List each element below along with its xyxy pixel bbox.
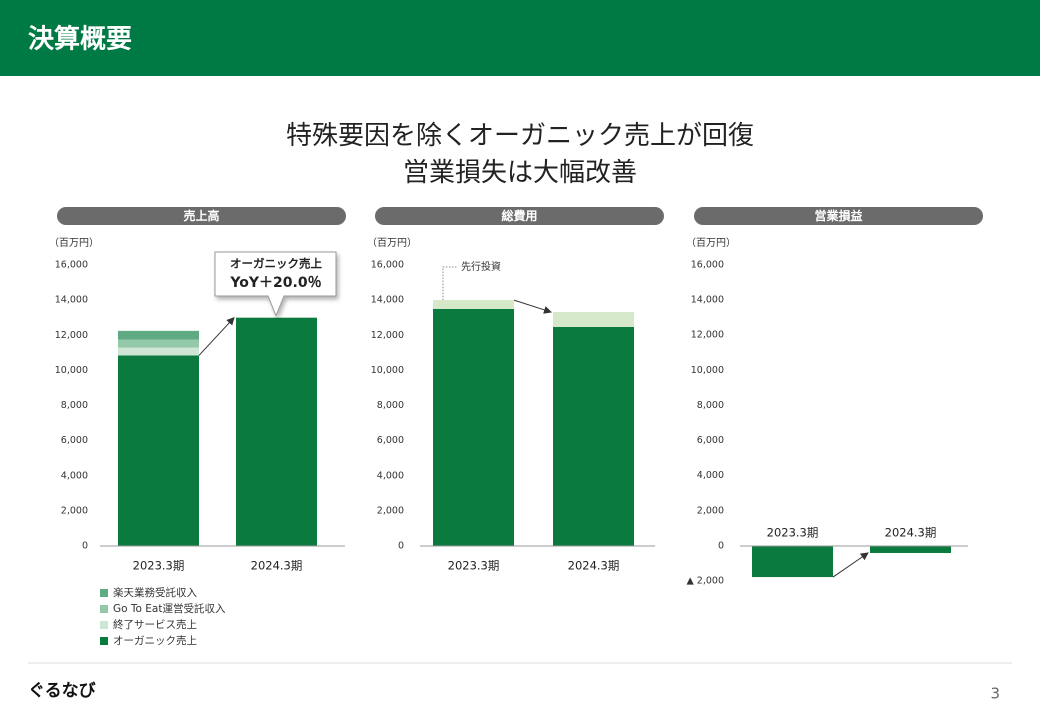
y-tick-label: 4,000 xyxy=(61,470,88,481)
y-tick-label: 8,000 xyxy=(61,400,88,411)
y-tick-label: 16,000 xyxy=(55,260,88,271)
bar-segment xyxy=(870,545,951,554)
x-tick-label: 2024.3期 xyxy=(885,525,937,539)
panel-title: 売上高 xyxy=(183,208,219,223)
y-tick-label: 2,000 xyxy=(697,505,724,516)
panel-title: 営業損益 xyxy=(814,208,862,223)
headline: 特殊要因を除くオーガニック売上が回復 xyxy=(286,121,754,151)
trend-arrow xyxy=(513,299,552,314)
header-title: 決算概要 xyxy=(28,24,132,55)
logo: ぐるなび xyxy=(28,681,96,701)
y-tick-label: ▲ 2,000 xyxy=(686,576,724,587)
y-tick-label: 8,000 xyxy=(697,400,724,411)
y-tick-label: 12,000 xyxy=(691,330,724,341)
page-number: 3 xyxy=(990,685,1000,703)
legend-label: Go To Eat運営受託収入 xyxy=(113,602,226,615)
bar-segment xyxy=(118,347,199,356)
x-tick-label: 2024.3期 xyxy=(568,559,620,573)
panel-pill xyxy=(694,207,983,225)
y-tick-label: 14,000 xyxy=(691,295,724,306)
y-tick-label: 12,000 xyxy=(55,330,88,341)
legend-swatch xyxy=(100,637,108,645)
x-tick-label: 2023.3期 xyxy=(133,559,185,573)
bar-segment xyxy=(752,545,833,578)
x-tick-label: 2023.3期 xyxy=(767,525,819,539)
y-tick-label: 4,000 xyxy=(377,470,404,481)
headline: 営業損失は大幅改善 xyxy=(403,158,637,188)
panel-pill xyxy=(57,207,346,225)
legend-label: オーガニック売上 xyxy=(113,634,197,647)
panel-pill xyxy=(375,207,664,225)
y-tick-label: 10,000 xyxy=(55,365,88,376)
y-tick-label: 14,000 xyxy=(55,295,88,306)
trend-arrow xyxy=(198,316,235,356)
bar-segment xyxy=(553,326,634,546)
x-tick-label: 2023.3期 xyxy=(448,559,500,573)
y-tick-label: 0 xyxy=(398,541,404,552)
y-tick-label: 2,000 xyxy=(61,505,88,516)
bar-segment xyxy=(433,308,514,546)
bar-segment xyxy=(118,339,199,348)
y-tick-label: 8,000 xyxy=(377,400,404,411)
legend-label: 楽天業務受託収入 xyxy=(113,586,197,599)
y-tick-label: 14,000 xyxy=(371,295,404,306)
legend-label: 終了サービス売上 xyxy=(113,618,197,631)
x-tick-label: 2024.3期 xyxy=(251,559,303,573)
annotation: 先行投資 xyxy=(461,260,501,273)
bar-segment xyxy=(433,300,514,309)
y-tick-label: 12,000 xyxy=(371,330,404,341)
y-tick-label: 4,000 xyxy=(697,470,724,481)
legend-swatch xyxy=(100,589,108,597)
y-tick-label: 6,000 xyxy=(697,435,724,446)
y-tick-label: 16,000 xyxy=(691,260,724,271)
bar-segment xyxy=(236,317,317,546)
y-tick-label: 0 xyxy=(82,541,88,552)
legend-swatch xyxy=(100,621,108,629)
trend-arrow xyxy=(832,552,869,578)
panel-title: 総費用 xyxy=(501,208,537,223)
annotation-leader xyxy=(442,266,457,301)
y-tick-label: 10,000 xyxy=(371,365,404,376)
y-tick-label: 16,000 xyxy=(371,260,404,271)
callout-box xyxy=(214,251,337,318)
unit-label: （百万円） xyxy=(49,237,99,249)
callout-text: オーガニック売上 xyxy=(230,257,322,271)
header-band xyxy=(0,0,1040,76)
legend-swatch xyxy=(100,605,108,613)
bar-segment xyxy=(553,312,634,327)
y-tick-label: 6,000 xyxy=(377,435,404,446)
callout-text: YoY＋20.0％ xyxy=(229,275,321,291)
bar-segment xyxy=(118,355,199,546)
y-tick-label: 2,000 xyxy=(377,505,404,516)
unit-label: （百万円） xyxy=(686,237,736,249)
y-tick-label: 10,000 xyxy=(691,365,724,376)
unit-label: （百万円） xyxy=(367,237,417,249)
y-tick-label: 0 xyxy=(718,540,724,551)
bar-segment xyxy=(118,330,199,340)
y-tick-label: 6,000 xyxy=(61,435,88,446)
